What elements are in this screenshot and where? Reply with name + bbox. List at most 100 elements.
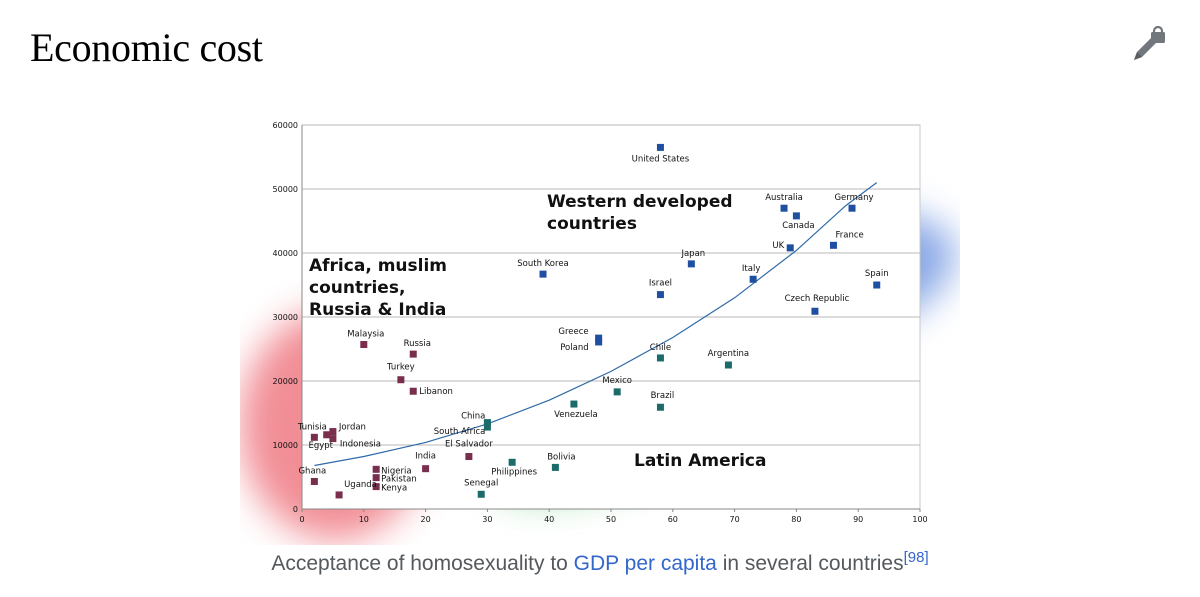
point-label-spain: Spain <box>865 269 889 279</box>
point-venezuela <box>570 400 578 408</box>
region-label: Africa, muslim <box>309 256 447 276</box>
point-czech-republic <box>811 307 819 315</box>
x-tick-label: 30 <box>482 515 492 524</box>
caption-text-pre: Acceptance of homosexuality to <box>271 552 574 575</box>
x-tick-label: 70 <box>730 515 740 524</box>
x-tick-label: 20 <box>421 515 431 524</box>
point-label-venezuela: Venezuela <box>554 410 598 420</box>
gdp-per-capita-link[interactable]: GDP per capita <box>573 552 717 575</box>
point-brazil <box>656 403 664 411</box>
point-greece <box>595 334 603 342</box>
region-label: Latin America <box>634 451 766 471</box>
y-tick-label: 50000 <box>273 185 298 194</box>
point-uk <box>786 244 794 252</box>
x-tick-label: 60 <box>668 515 678 524</box>
point-label-bolivia: Bolivia <box>547 452 575 462</box>
x-tick-label: 80 <box>791 515 801 524</box>
point-bolivia <box>551 463 559 471</box>
point-france <box>829 241 837 249</box>
x-tick-label: 100 <box>912 515 927 524</box>
x-tick-label: 50 <box>606 515 616 524</box>
point-malaysia <box>360 341 368 349</box>
point-spain <box>873 281 881 289</box>
point-label-israel: Israel <box>649 279 672 289</box>
point-label-italy: Italy <box>742 264 760 274</box>
point-libanon <box>409 387 417 395</box>
point-ghana <box>310 477 318 485</box>
point-south-korea <box>539 270 547 278</box>
y-tick-label: 40000 <box>273 249 298 258</box>
point-germany <box>848 204 856 212</box>
point-jordan <box>329 428 337 436</box>
region-label: countries, <box>309 278 405 298</box>
point-label-senegal: Senegal <box>464 478 498 488</box>
edit-section-button[interactable] <box>1128 25 1168 66</box>
y-tick-label: 30000 <box>273 313 298 322</box>
point-senegal <box>477 490 485 498</box>
trend-line <box>314 182 878 467</box>
y-tick-label: 0 <box>293 505 298 514</box>
section-heading: Economic cost <box>30 25 263 70</box>
point-egypt <box>323 431 331 439</box>
point-russia <box>409 350 417 358</box>
point-japan <box>687 260 695 268</box>
point-label-india: India <box>415 452 436 462</box>
point-label-kenya: Kenya <box>381 484 407 494</box>
point-label-turkey: Turkey <box>386 363 415 373</box>
point-uganda <box>335 491 343 499</box>
point-label-greece: Greece <box>558 327 588 337</box>
point-label-libanon: Libanon <box>419 387 453 397</box>
point-label-germany: Germany <box>834 193 873 203</box>
point-label-china: China <box>461 412 485 422</box>
point-united-states <box>656 143 664 151</box>
point-pakistan <box>372 474 380 482</box>
point-label-uk: UK <box>772 241 784 251</box>
point-australia <box>780 204 788 212</box>
point-label-jordan: Jordan <box>338 423 366 433</box>
point-italy <box>749 275 757 283</box>
point-poland <box>595 338 603 346</box>
point-label-egypt: Egypt <box>308 441 333 451</box>
point-label-nigeria: Nigeria <box>381 466 411 476</box>
scatter-chart: 0 10000 20000 30000 40000 50000 60000 0 10 20 30 40… <box>240 121 956 540</box>
point-israel <box>656 291 664 299</box>
reference-link[interactable]: [98] <box>903 549 929 566</box>
point-china <box>483 419 491 427</box>
point-label-canada: Canada <box>782 221 814 231</box>
point-chile <box>656 354 664 362</box>
chart-figure: 0 10000 20000 30000 40000 50000 60000 0 10 20 30 40… <box>240 110 960 545</box>
point-label-philippines: Philippines <box>491 467 537 477</box>
point-el-salvador <box>465 453 473 461</box>
region-label: Western developed <box>547 192 733 212</box>
point-turkey <box>397 376 405 384</box>
point-label-russia: Russia <box>404 339 431 349</box>
figure-caption: Acceptance of homosexuality to GDP per c… <box>0 549 1200 576</box>
point-tunisia <box>310 433 318 441</box>
point-south-africa <box>483 423 491 431</box>
point-label-south-korea: South Korea <box>517 259 569 269</box>
point-label-south-africa: South Africa <box>434 427 486 437</box>
point-label-czech-republic: Czech Republic <box>785 294 850 304</box>
point-label-brazil: Brazil <box>651 391 675 401</box>
point-label-japan: Japan <box>680 249 705 259</box>
point-label-france: France <box>835 230 863 240</box>
reference-superscript: [98] <box>904 549 929 566</box>
point-label-pakistan: Pakistan <box>381 475 417 485</box>
point-nigeria <box>372 465 380 473</box>
point-label-poland: Poland <box>560 343 588 353</box>
point-label-malaysia: Malaysia <box>347 330 384 340</box>
point-label-argentina: Argentina <box>708 349 749 359</box>
y-tick-label: 60000 <box>273 121 298 130</box>
point-label-united-states: United States <box>632 154 690 164</box>
point-label-tunisia: Tunisia <box>297 422 327 432</box>
point-label-chile: Chile <box>650 343 671 353</box>
point-label-indonesia: Indonesia <box>340 440 381 450</box>
point-label-el-salvador: El Salvador <box>445 440 493 450</box>
point-label-mexico: Mexico <box>602 376 632 386</box>
point-canada <box>792 212 800 220</box>
point-label-ghana: Ghana <box>298 466 326 476</box>
x-tick-label: 90 <box>853 515 863 524</box>
x-tick-label: 10 <box>359 515 369 524</box>
x-tick-label: 40 <box>544 515 554 524</box>
point-label-uganda: Uganda <box>344 480 377 490</box>
